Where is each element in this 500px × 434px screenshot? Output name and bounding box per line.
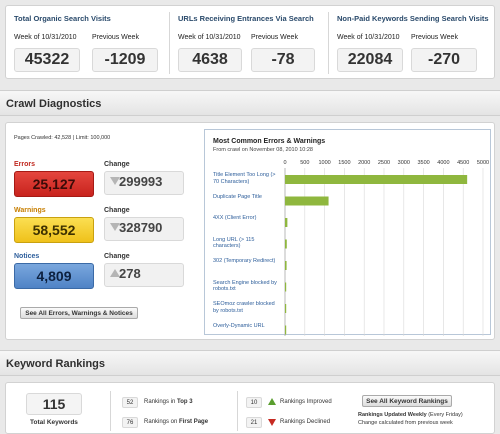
crawl-diagnostics-panel: Pages Crawled: 42,528 | Limit: 100,000 E… — [5, 122, 495, 342]
errors-change-label: Change — [104, 161, 130, 168]
keywords-visits-week-value: 22084 — [337, 48, 403, 72]
top3-emph: Top 3 — [177, 399, 193, 405]
errors-count[interactable]: 25,127 — [14, 171, 94, 197]
chart-category-label[interactable]: Search Engine blocked by robots.txt — [213, 279, 277, 293]
rankings-updated-rest: (Every Friday) — [426, 412, 463, 418]
warnings-change-label: Change — [104, 207, 130, 214]
x-tick-label: 500 — [300, 160, 309, 166]
warnings-label: Warnings — [14, 207, 46, 214]
x-tick-label: 5000 — [477, 160, 489, 166]
errors-label: Errors — [14, 161, 36, 168]
rankings-updated-bold: Rankings Updated Weekly — [358, 412, 427, 418]
url-entrances-week-value: 4638 — [178, 48, 242, 72]
chart-bar — [285, 218, 288, 227]
improved-label: Rankings Improved — [280, 399, 332, 405]
notices-change-value: 278 — [119, 266, 141, 281]
url-entrances-prev-value: -78 — [251, 48, 315, 72]
errors-change-value: 299993 — [119, 174, 163, 189]
chart-category-label[interactable]: Title Element Too Long (> 70 Characters) — [213, 172, 276, 185]
notices-change-box: 278 — [104, 263, 184, 287]
crawl-diagnostics-title: Crawl Diagnostics — [6, 98, 102, 110]
first-page-prefix: Rankings on — [144, 419, 180, 425]
rankings-updated-text: Rankings Updated Weekly (Every Friday) — [358, 412, 463, 418]
keyword-rankings-title: Keyword Rankings — [6, 358, 106, 370]
chart-category-label[interactable]: Overly-Dynamic URL — [213, 322, 265, 329]
chart-category-label[interactable]: 302 (Temporary Redirect) — [213, 258, 276, 264]
first-page-emph: First Page — [179, 419, 209, 425]
see-all-keyword-rankings-button[interactable]: See All Keyword Rankings — [362, 395, 452, 407]
chart-bar — [285, 175, 468, 184]
organic-visits-prev-label: Previous Week — [92, 34, 139, 41]
total-keywords-label: Total Keywords — [30, 419, 78, 426]
chart-category-label[interactable]: SEOmoz crawler blocked by robots.txt — [213, 301, 275, 314]
organic-visits-title: Total Organic Search Visits — [14, 14, 111, 23]
x-tick-label: 3000 — [398, 160, 410, 166]
pages-crawled-text: Pages Crawled: 42,528 | Limit: 100,000 — [14, 135, 111, 141]
top-stats-panel: Total Organic Search Visits Week of 10/3… — [5, 5, 495, 79]
top3-prefix: Rankings in — [144, 399, 178, 405]
top3-label: Rankings in Top 3 — [144, 399, 193, 405]
x-tick-label: 2500 — [378, 160, 390, 166]
stats-divider-1 — [169, 12, 170, 74]
keyword-rankings-panel: 115 Total Keywords 52 Rankings in Top 3 … — [5, 382, 495, 434]
arrow-down-icon — [268, 419, 276, 426]
url-entrances-week-label: Week of 10/31/2010 — [178, 34, 241, 41]
first-page-label: Rankings on First Page — [144, 419, 208, 425]
crawl-diagnostics-header: Crawl Diagnostics — [0, 90, 500, 116]
keywords-visits-week-label: Week of 10/31/2010 — [337, 34, 400, 41]
x-tick-label: 3500 — [417, 160, 429, 166]
keywords-visits-title: Non-Paid Keywords Sending Search Visits — [337, 14, 489, 23]
arrow-down-icon — [110, 177, 120, 185]
notices-label: Notices — [14, 253, 40, 260]
x-tick-label: 1000 — [318, 160, 330, 166]
declined-count: 21 — [246, 417, 262, 428]
x-tick-label: 2000 — [358, 160, 370, 166]
warnings-count[interactable]: 58,552 — [14, 217, 94, 243]
warnings-change-value: 328790 — [119, 220, 163, 235]
kw-divider-1 — [110, 391, 111, 431]
chart-category-label[interactable]: Long URL (> 115 characters) — [213, 236, 255, 250]
x-tick-label: 4000 — [437, 160, 449, 166]
stats-divider-2 — [328, 12, 329, 74]
arrow-up-icon — [110, 269, 120, 277]
improved-count: 10 — [246, 397, 262, 408]
chart-category-label[interactable]: Duplicate Page Title — [213, 193, 262, 200]
total-keywords-value: 115 — [26, 393, 82, 415]
chart-bar — [285, 282, 287, 292]
x-tick-label: 0 — [283, 160, 286, 166]
warnings-change-box: 328790 — [104, 217, 184, 241]
top3-count: 52 — [122, 397, 138, 408]
errors-bar-chart: 0 500 1000 1500 2000 2500 3000 3500 4000 4500 5000… — [205, 130, 492, 342]
organic-visits-prev-value: -1209 — [92, 48, 158, 72]
kw-divider-2 — [237, 391, 238, 431]
keywords-visits-prev-label: Previous Week — [411, 34, 458, 41]
chart-bar — [285, 261, 287, 270]
organic-visits-week-value: 45322 — [14, 48, 80, 72]
keywords-visits-prev-value: -270 — [411, 48, 477, 72]
chart-svg: 0 500 1000 1500 2000 2500 3000 3500 4000 4500 5000 — [283, 160, 489, 342]
errors-change-box: 299993 — [104, 171, 184, 195]
declined-label: Rankings Declined — [280, 419, 331, 425]
chart-bar — [285, 239, 287, 249]
chart-bar — [285, 304, 287, 313]
errors-chart-panel: Most Common Errors & Warnings From crawl… — [204, 129, 492, 342]
arrow-down-icon — [110, 223, 120, 231]
chart-category-label[interactable]: 4XX (Client Error) — [213, 215, 257, 221]
x-tick-label: 1500 — [338, 160, 350, 166]
change-note-text: Change calculated from previous week — [358, 420, 453, 426]
see-all-errors-button[interactable]: See All Errors, Warnings & Notices — [20, 307, 138, 319]
keyword-rankings-header: Keyword Rankings — [0, 350, 500, 376]
url-entrances-prev-label: Previous Week — [251, 34, 298, 41]
x-tick-label: 4500 — [457, 160, 469, 166]
first-page-count: 76 — [122, 417, 138, 428]
organic-visits-week-label: Week of 10/31/2010 — [14, 34, 77, 41]
chart-subtitle: From crawl on November 08, 2010 10:28 — [213, 147, 313, 153]
url-entrances-title: URLs Receiving Entrances Via Search — [178, 14, 314, 23]
chart-bar — [285, 196, 329, 206]
chart-bar — [285, 325, 287, 335]
notices-change-label: Change — [104, 253, 130, 260]
notices-count[interactable]: 4,809 — [14, 263, 94, 289]
chart-title: Most Common Errors & Warnings — [213, 138, 326, 145]
arrow-up-icon — [268, 398, 276, 405]
